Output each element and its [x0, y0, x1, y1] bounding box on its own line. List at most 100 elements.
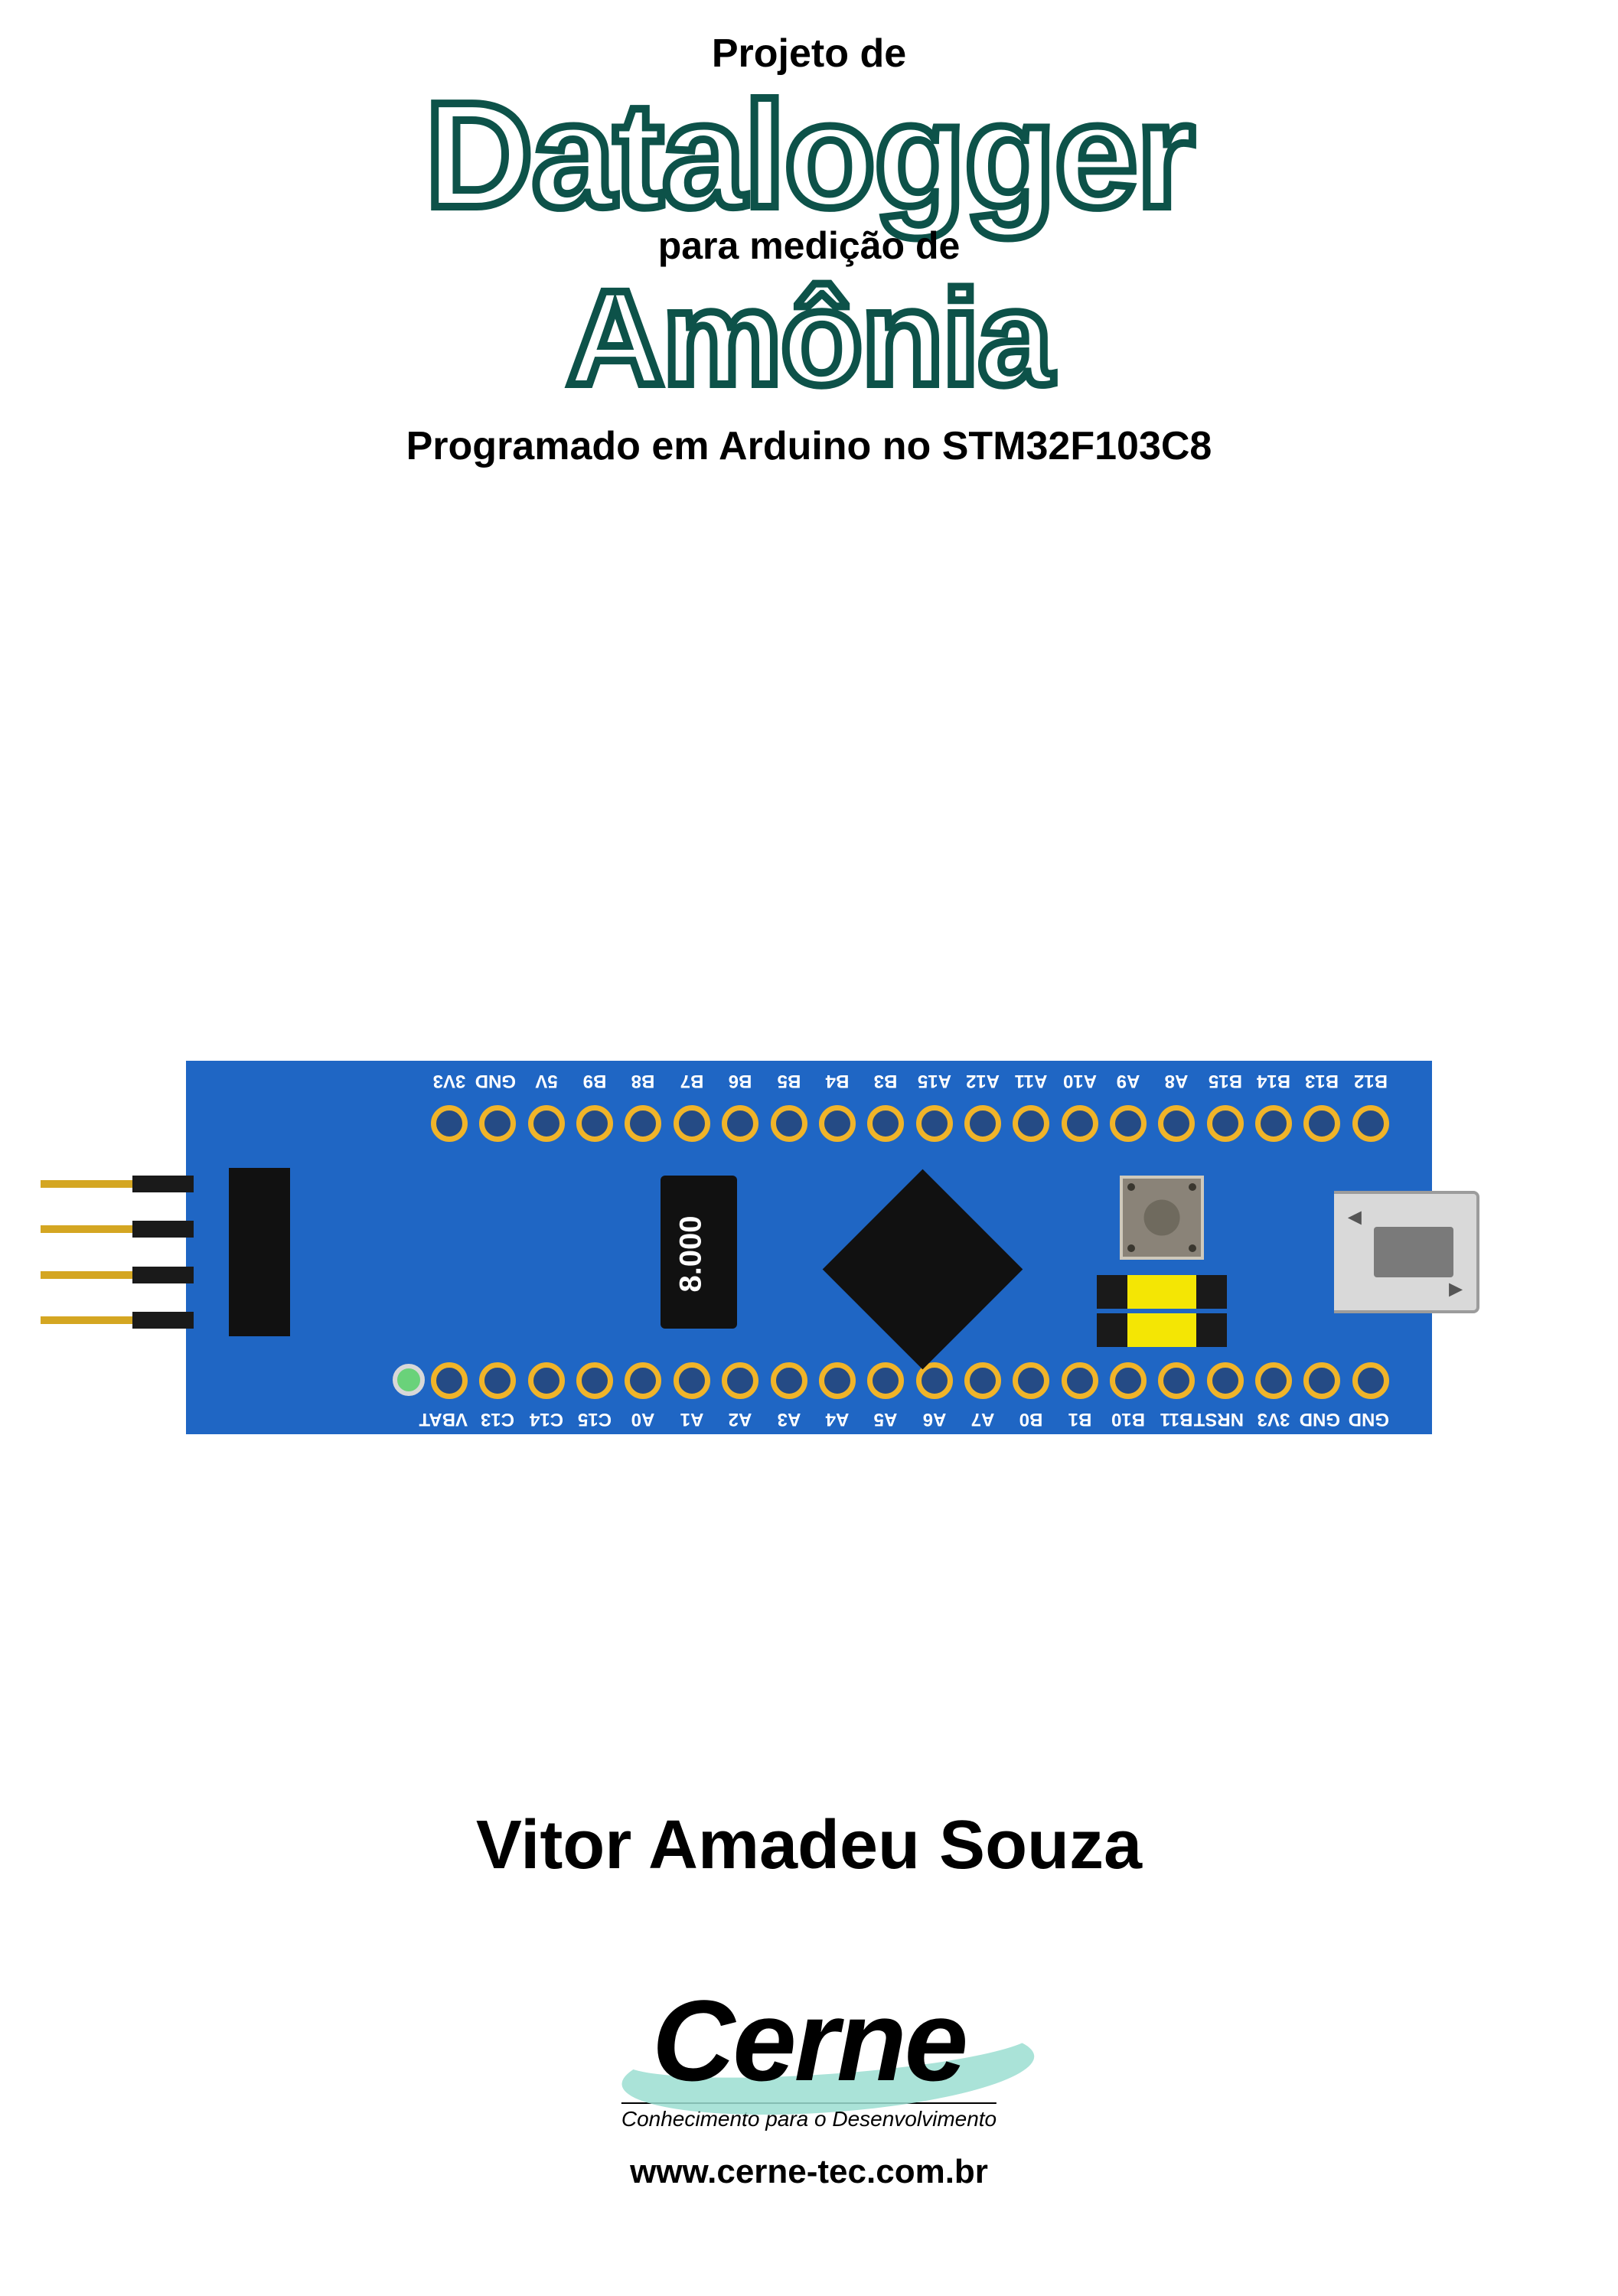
pin-label: A4 [819, 1410, 856, 1428]
pin-hole [576, 1362, 613, 1399]
pin-hole [1062, 1362, 1098, 1399]
pin-hole [867, 1105, 904, 1142]
pin-label: B11 [1158, 1410, 1195, 1428]
pin-holes-bottom [431, 1362, 1389, 1399]
pin-hole [722, 1362, 758, 1399]
reset-button [1120, 1176, 1204, 1260]
pin-hole [1062, 1105, 1098, 1142]
pin-label: GND [1352, 1410, 1389, 1428]
crystal-label: 8.000 [674, 1215, 709, 1292]
pin-label: B15 [1207, 1071, 1244, 1090]
pcb: 3V3GND5VB9B8B7B6B5B4B3A15A12A11A10A9A8B1… [181, 1056, 1437, 1439]
pin-label: A12 [964, 1071, 1001, 1090]
pin-hole [1013, 1362, 1049, 1399]
pin-label: B9 [576, 1071, 613, 1090]
pin-hole [479, 1105, 516, 1142]
pin-hole [722, 1105, 758, 1142]
pin-label: B7 [674, 1071, 710, 1090]
pin-hole [1303, 1362, 1340, 1399]
pin-label: GND [479, 1071, 516, 1090]
header-pin [41, 1312, 194, 1329]
logo-text: Cerne [652, 1975, 966, 2107]
pin-label: B0 [1013, 1410, 1049, 1428]
pin-label: A2 [722, 1410, 758, 1428]
pin-hole [916, 1105, 953, 1142]
pin-hole [1207, 1105, 1244, 1142]
pin-hole [1158, 1362, 1195, 1399]
pin-hole [625, 1105, 661, 1142]
pin-hole [1110, 1362, 1147, 1399]
pin-hole [1207, 1362, 1244, 1399]
pin-label: A8 [1158, 1071, 1195, 1090]
pin-hole [431, 1105, 468, 1142]
pin-label: B5 [771, 1071, 807, 1090]
pin-label: A6 [916, 1410, 953, 1428]
pin-label: B13 [1303, 1071, 1340, 1090]
pin-hole [528, 1105, 565, 1142]
pin-label: B8 [625, 1071, 661, 1090]
micro-usb-port: ◄ ► [1334, 1191, 1479, 1313]
pin-label: C14 [528, 1410, 565, 1428]
title-line3: para medição de [0, 223, 1618, 268]
header-pin [41, 1176, 194, 1192]
pin-label: A7 [964, 1410, 1001, 1428]
pin-hole [867, 1362, 904, 1399]
pin-label: B4 [819, 1071, 856, 1090]
cerne-logo: Cerne [652, 1975, 966, 2107]
boot0-jumper [1097, 1275, 1227, 1309]
pin-label: A0 [625, 1410, 661, 1428]
pin-label: C13 [479, 1410, 516, 1428]
pin-hole [625, 1362, 661, 1399]
author-name: Vitor Amadeu Souza [0, 1806, 1618, 1885]
pin-hole [771, 1362, 807, 1399]
pin-label: B12 [1352, 1071, 1389, 1090]
pin-hole [576, 1105, 613, 1142]
title-line1: Projeto de [0, 31, 1618, 77]
pin-label: C15 [576, 1410, 613, 1428]
pin-hole [528, 1362, 565, 1399]
stm32-board-illustration: 3V3GND5VB9B8B7B6B5B4B3A15A12A11A10A9A8B1… [181, 1056, 1437, 1439]
pin-hole [674, 1362, 710, 1399]
pin-hole [431, 1362, 468, 1399]
website-url: www.cerne-tec.com.br [621, 2153, 997, 2191]
pin-hole [819, 1105, 856, 1142]
pin-label: B14 [1255, 1071, 1292, 1090]
boot1-jumper [1097, 1313, 1227, 1347]
pin-label: B3 [867, 1071, 904, 1090]
pin-label: B10 [1110, 1410, 1147, 1428]
pin-hole [1255, 1362, 1292, 1399]
title-line2: Datalogger [0, 77, 1618, 234]
pin-hole [674, 1105, 710, 1142]
pin-hole [1158, 1105, 1195, 1142]
mcu-chip [823, 1169, 1023, 1370]
pin-hole [479, 1362, 516, 1399]
title-subtitle: Programado em Arduino no STM32F103C8 [0, 423, 1618, 469]
pin-label: A11 [1013, 1071, 1049, 1090]
header-pin [41, 1267, 194, 1283]
pin-label: A3 [771, 1410, 807, 1428]
pin-hole [1255, 1105, 1292, 1142]
publisher-block: Cerne Conhecimento para o Desenvolviment… [621, 1975, 997, 2191]
pin-hole [964, 1105, 1001, 1142]
swd-header-block [229, 1168, 290, 1336]
pin-hole [1352, 1362, 1389, 1399]
pin-hole [1013, 1105, 1049, 1142]
pin-label: A10 [1062, 1071, 1098, 1090]
corner-hole [393, 1364, 425, 1396]
pin-hole [964, 1362, 1001, 1399]
pin-label: 3V3 [431, 1071, 468, 1090]
pin-label: VBAT [431, 1410, 468, 1428]
pin-hole [1110, 1105, 1147, 1142]
pin-label: GND [1303, 1410, 1340, 1428]
pin-hole [1352, 1105, 1389, 1142]
boot-jumpers [1097, 1275, 1227, 1347]
pin-hole [771, 1105, 807, 1142]
pin-label: A15 [916, 1071, 953, 1090]
pin-label: A9 [1110, 1071, 1147, 1090]
header-pin [41, 1221, 194, 1238]
pin-hole [1303, 1105, 1340, 1142]
pin-label: B1 [1062, 1410, 1098, 1428]
pin-hole [819, 1362, 856, 1399]
pin-label: A1 [674, 1410, 710, 1428]
pin-label: 5V [528, 1071, 565, 1090]
